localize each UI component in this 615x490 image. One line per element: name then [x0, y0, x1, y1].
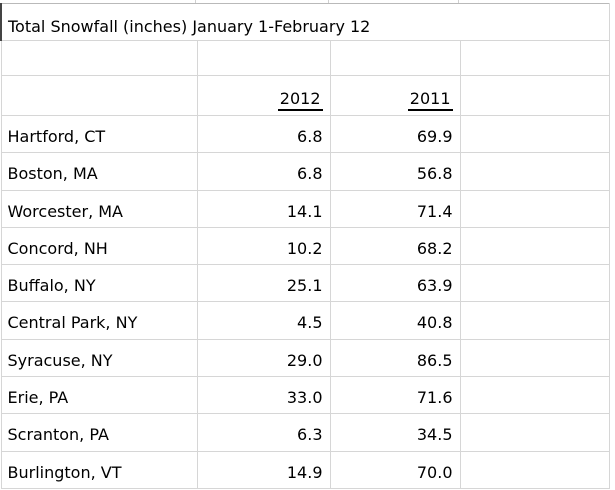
gridline-stub: [195, 0, 196, 3]
city-cell[interactable]: Scranton, PA: [0, 413, 198, 452]
empty-cell[interactable]: [196, 40, 331, 76]
value-2012-cell[interactable]: 6.8: [196, 114, 331, 154]
gridline-stub: [328, 0, 329, 3]
title-row: Total Snowfall (inches) January 1-Februa…: [0, 3, 610, 41]
table-row: Central Park, NY 4.5 40.8: [0, 301, 610, 340]
header-row: 2012 2011: [0, 75, 610, 116]
value-2011-cell[interactable]: 71.6: [329, 376, 461, 415]
value-2012-cell[interactable]: 25.1: [196, 264, 331, 303]
value-2011-cell[interactable]: 34.5: [329, 413, 461, 452]
snowfall-table: Total Snowfall (inches) January 1-Februa…: [0, 3, 610, 489]
city-cell[interactable]: Buffalo, NY: [0, 264, 198, 303]
value-2011-cell[interactable]: 40.8: [329, 301, 461, 340]
header-cell-2011[interactable]: 2011: [329, 75, 461, 116]
empty-cell[interactable]: [459, 75, 610, 116]
city-cell[interactable]: Boston, MA: [0, 152, 198, 191]
value-2011-cell[interactable]: 86.5: [329, 338, 461, 378]
empty-cell[interactable]: [459, 264, 610, 303]
value-2012-cell[interactable]: 6.3: [196, 413, 331, 452]
value-2011-cell[interactable]: 56.8: [329, 152, 461, 191]
header-2012-label: 2012: [277, 89, 323, 111]
city-cell[interactable]: Worcester, MA: [0, 189, 198, 228]
blank-row: [0, 40, 610, 76]
value-2012-cell[interactable]: 14.9: [196, 450, 331, 489]
table-row: Scranton, PA 6.3 34.5: [0, 413, 610, 452]
table-row: Boston, MA 6.8 56.8: [0, 152, 610, 191]
value-2012-cell[interactable]: 4.5: [196, 301, 331, 340]
table-row: Worcester, MA 14.1 71.4: [0, 189, 610, 228]
empty-cell[interactable]: [459, 413, 610, 452]
header-cell-2012[interactable]: 2012: [196, 75, 331, 116]
value-2011-cell[interactable]: 63.9: [329, 264, 461, 303]
value-2012-cell[interactable]: 10.2: [196, 226, 331, 266]
empty-cell[interactable]: [459, 114, 610, 154]
city-cell[interactable]: Central Park, NY: [0, 301, 198, 340]
city-cell[interactable]: Concord, NH: [0, 226, 198, 266]
value-2011-cell[interactable]: 68.2: [329, 226, 461, 266]
city-cell[interactable]: Burlington, VT: [0, 450, 198, 489]
table-row: Burlington, VT 14.9 70.0: [0, 450, 610, 489]
value-2011-cell[interactable]: 71.4: [329, 189, 461, 228]
city-cell[interactable]: Hartford, CT: [0, 114, 198, 154]
value-2011-cell[interactable]: 70.0: [329, 450, 461, 489]
empty-cell[interactable]: [459, 338, 610, 378]
value-2012-cell[interactable]: 14.1: [196, 189, 331, 228]
city-cell[interactable]: Erie, PA: [0, 376, 198, 415]
empty-cell[interactable]: [459, 450, 610, 489]
value-2012-cell[interactable]: 6.8: [196, 152, 331, 191]
empty-cell[interactable]: [329, 40, 461, 76]
table-row: Hartford, CT 6.8 69.9: [0, 114, 610, 154]
empty-cell[interactable]: [0, 40, 198, 76]
table-row: Buffalo, NY 25.1 63.9: [0, 264, 610, 303]
gridline-stub: [458, 0, 459, 3]
city-cell[interactable]: Syracuse, NY: [0, 338, 198, 378]
empty-cell[interactable]: [459, 376, 610, 415]
table-title-cell[interactable]: Total Snowfall (inches) January 1-Februa…: [0, 3, 610, 41]
value-2012-cell[interactable]: 33.0: [196, 376, 331, 415]
table-row: Syracuse, NY 29.0 86.5: [0, 338, 610, 378]
table-row: Erie, PA 33.0 71.6: [0, 376, 610, 415]
header-2011-label: 2011: [407, 89, 453, 111]
empty-cell[interactable]: [459, 301, 610, 340]
value-2011-cell[interactable]: 69.9: [329, 114, 461, 154]
empty-cell[interactable]: [459, 152, 610, 191]
table-row: Concord, NH 10.2 68.2: [0, 226, 610, 266]
empty-cell[interactable]: [459, 40, 610, 76]
value-2012-cell[interactable]: 29.0: [196, 338, 331, 378]
empty-cell[interactable]: [459, 189, 610, 228]
empty-cell[interactable]: [459, 226, 610, 266]
empty-cell[interactable]: [0, 75, 198, 116]
